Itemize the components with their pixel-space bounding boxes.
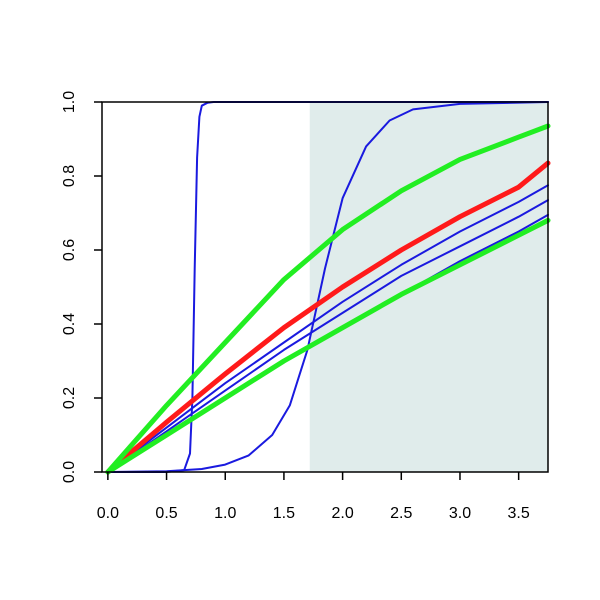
x-tick-label: 3.0	[449, 505, 471, 522]
x-tick-label: 1.5	[273, 505, 295, 522]
series-line-blue-4	[106, 199, 549, 473]
y-tick-label: 0.4	[61, 313, 78, 335]
plot-area	[309, 102, 548, 472]
plot-border	[101, 101, 549, 473]
y-tick-label: 0.6	[61, 239, 78, 261]
series-line-red-6	[105, 160, 551, 475]
axes: 0.0 0.5 1.0 1.5 2.0 2.5 3.0 3.5 0.0 0.2 0.4 0.6 0.8 1…	[61, 91, 549, 522]
y-tick-label: 0.0	[61, 461, 78, 483]
x-tick-label: 1.0	[214, 505, 236, 522]
x-tick-label: 0.0	[97, 505, 119, 522]
series-group	[105, 101, 551, 475]
x-tick-label: 2.5	[390, 505, 412, 522]
y-tick-label: 1.0	[61, 91, 78, 113]
x-tick-label: 0.5	[155, 505, 177, 522]
x-tick-label: 2.0	[331, 505, 353, 522]
y-tick-label: 0.8	[61, 165, 78, 187]
series-line-green-7	[105, 123, 551, 475]
series-line-blue-3	[106, 184, 549, 473]
x-tick-label: 3.5	[508, 505, 530, 522]
y-tick-label: 0.2	[61, 387, 78, 409]
series-line-green-8	[105, 217, 551, 475]
shaded-region	[309, 102, 548, 472]
